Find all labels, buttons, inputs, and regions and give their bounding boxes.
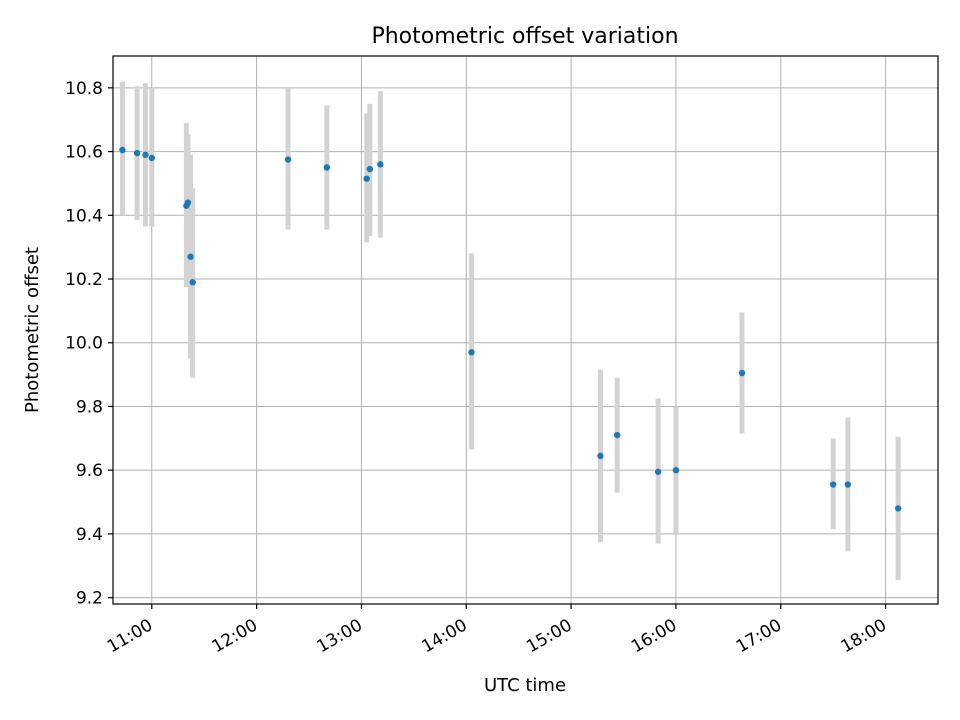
y-axis-label: Photometric offset bbox=[22, 247, 43, 413]
data-point bbox=[184, 199, 192, 206]
data-point bbox=[133, 149, 141, 157]
x-tick-label: 15:00 bbox=[523, 615, 575, 657]
y-tick-label: 10.6 bbox=[65, 143, 103, 163]
x-tick-label: 13:00 bbox=[314, 615, 366, 657]
error-bars bbox=[119, 81, 901, 581]
data-point bbox=[597, 452, 604, 460]
data-point bbox=[468, 349, 475, 356]
data-points bbox=[119, 146, 902, 512]
data-point bbox=[363, 175, 370, 182]
y-tick-label: 10.2 bbox=[65, 270, 103, 290]
y-tick-label: 9.4 bbox=[76, 525, 103, 545]
grid bbox=[113, 56, 938, 604]
chart-title: Photometric offset variation bbox=[371, 24, 678, 49]
data-point bbox=[366, 165, 374, 173]
x-tick-label: 17:00 bbox=[733, 615, 785, 657]
data-point bbox=[738, 369, 746, 377]
y-tick-label: 10.4 bbox=[65, 206, 103, 226]
data-point bbox=[284, 156, 292, 163]
data-point bbox=[148, 154, 155, 162]
data-point bbox=[654, 468, 662, 475]
data-point bbox=[829, 481, 837, 488]
x-axis-ticks: 11:00 12:00 13:00 14:00 15:00 16:00 17:00 18:00 bbox=[104, 604, 890, 657]
data-point bbox=[844, 481, 852, 488]
data-point bbox=[614, 431, 621, 439]
data-point bbox=[142, 151, 149, 158]
y-tick-label: 9.8 bbox=[76, 397, 103, 417]
y-tick-label: 9.2 bbox=[76, 589, 103, 609]
y-tick-label: 10.0 bbox=[65, 334, 103, 354]
x-tick-label: 14:00 bbox=[418, 615, 470, 657]
data-point bbox=[119, 146, 126, 154]
data-point bbox=[187, 253, 194, 260]
x-tick-label: 11:00 bbox=[104, 615, 156, 657]
data-point bbox=[189, 279, 196, 286]
x-tick-label: 16:00 bbox=[628, 615, 680, 657]
y-axis-ticks: 9.2 9.4 9.6 9.8 10.0 10.2 10.4 10.6 10.8 bbox=[65, 79, 113, 609]
y-tick-label: 10.8 bbox=[65, 79, 103, 99]
y-tick-label: 9.6 bbox=[76, 461, 103, 481]
x-tick-label: 12:00 bbox=[209, 615, 261, 657]
data-point bbox=[377, 161, 384, 168]
data-point bbox=[323, 164, 331, 171]
x-tick-label: 18:00 bbox=[838, 615, 890, 657]
x-axis-label: UTC time bbox=[484, 675, 566, 696]
data-point bbox=[894, 505, 902, 512]
plot-frame bbox=[112, 55, 939, 605]
data-point bbox=[672, 466, 680, 474]
